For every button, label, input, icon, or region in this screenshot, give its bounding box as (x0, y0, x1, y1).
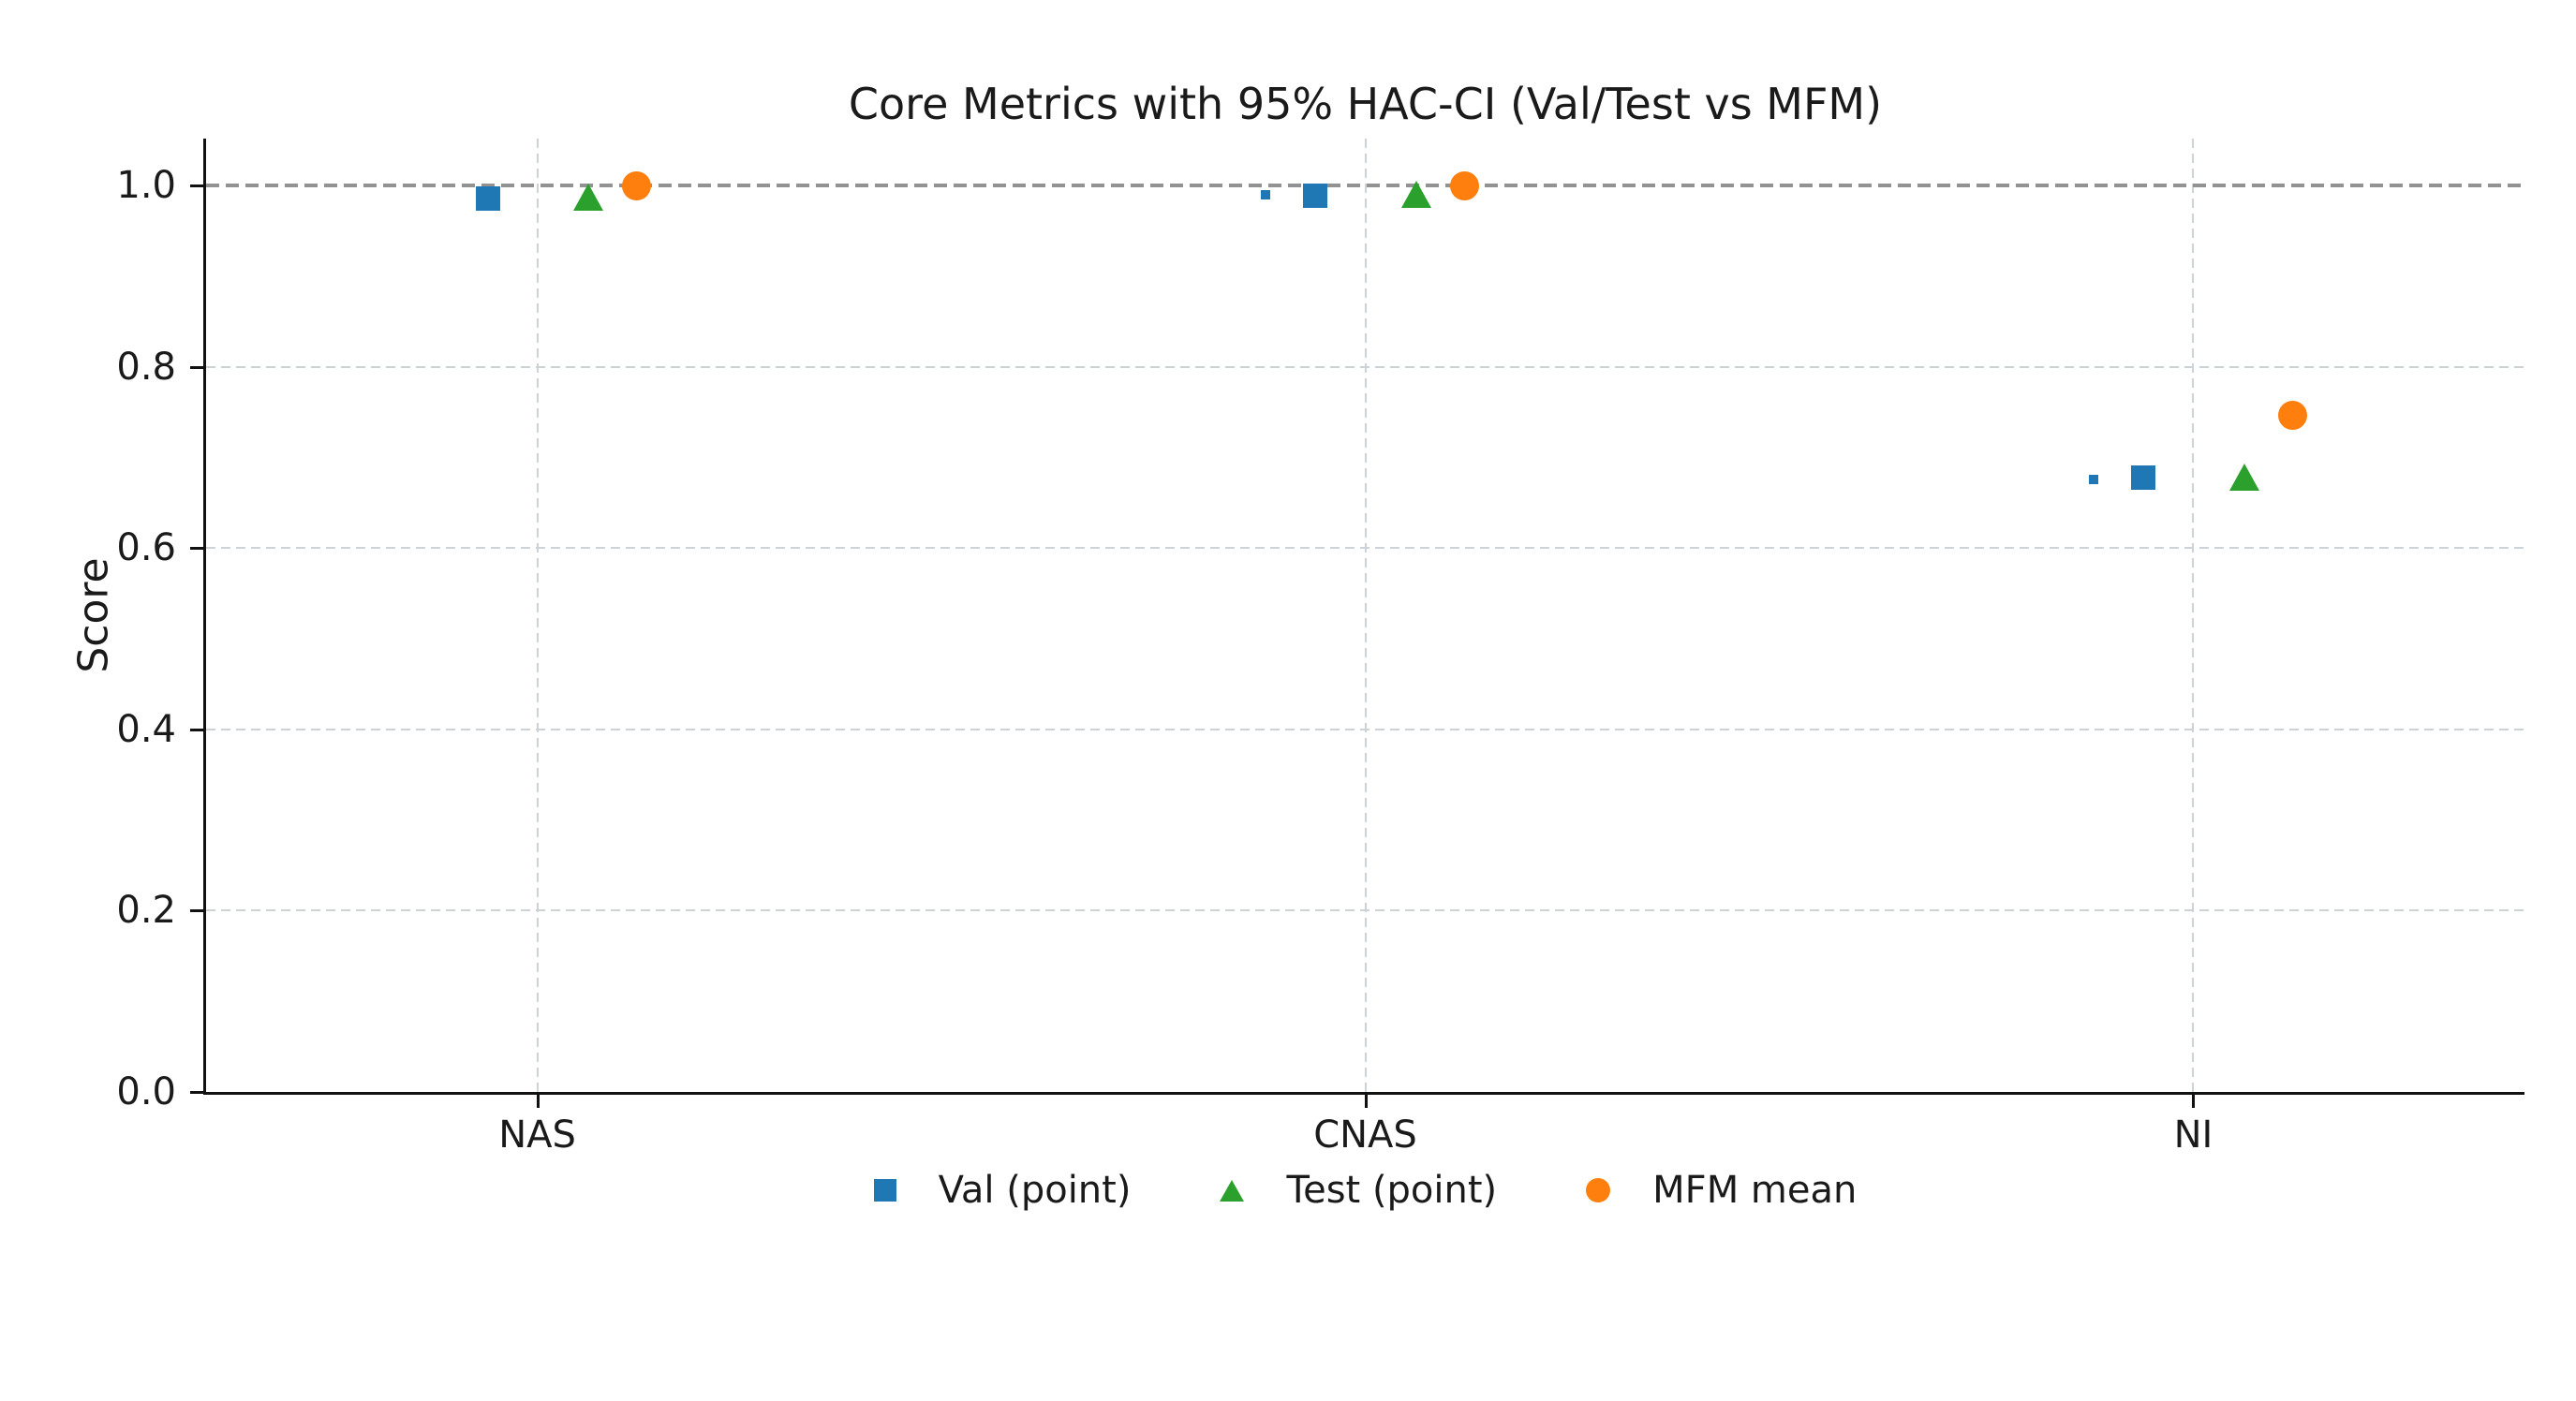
legend-label: Val (point) (938, 1169, 1132, 1212)
bottom-spine (203, 1092, 2524, 1095)
x-tick-label: CNAS (1313, 1113, 1417, 1157)
x-tick (2192, 1095, 2196, 1108)
data-point-circle-cnas (1450, 170, 1480, 200)
h-gridline (206, 365, 2524, 368)
x-tick (1364, 1095, 1368, 1108)
y-tick-label: 0.6 (116, 526, 176, 570)
legend-label: MFM mean (1652, 1169, 1858, 1212)
data-point-circle-nas (622, 170, 652, 200)
data-point-circle-ni (2278, 400, 2307, 430)
v-gridline (536, 139, 539, 1092)
data-point-square-ni (2089, 474, 2099, 484)
legend-circle-icon (1586, 1178, 1611, 1202)
legend: Val (point) Test (point) MFM mean (206, 1159, 2524, 1221)
data-point-square-ni (2131, 465, 2156, 490)
y-tick (190, 365, 203, 369)
y-tick (190, 909, 203, 913)
y-tick (190, 728, 203, 731)
y-tick-label: 1.0 (116, 164, 176, 208)
legend-item: Test (point) (1220, 1169, 1497, 1212)
data-point-triangle-ni (2229, 463, 2260, 491)
y-tick (190, 184, 203, 188)
data-point-triangle-cnas (1401, 180, 1432, 208)
y-tick (190, 547, 203, 551)
v-gridline (2192, 139, 2195, 1092)
x-tick-label: NI (2173, 1113, 2213, 1157)
h-gridline (206, 547, 2524, 550)
data-point-square-nas (475, 185, 500, 211)
data-point-square-cnas (1303, 183, 1328, 208)
reference-line (206, 184, 2524, 188)
legend-label: Test (point) (1286, 1169, 1498, 1212)
legend-item: Val (point) (873, 1169, 1132, 1212)
y-tick (190, 1091, 203, 1094)
y-tick-label: 0.0 (116, 1070, 176, 1113)
v-gridline (1364, 139, 1367, 1092)
y-tick-label: 0.4 (116, 707, 176, 751)
chart-title: Core Metrics with 95% HAC-CI (Val/Test v… (848, 79, 1883, 129)
x-tick-label: NAS (498, 1113, 576, 1157)
legend-item: MFM mean (1586, 1169, 1857, 1212)
y-tick-label: 0.2 (116, 889, 176, 933)
data-point-square-cnas (1261, 189, 1271, 199)
data-point-triangle-nas (573, 183, 604, 211)
h-gridline (206, 728, 2524, 730)
y-tick-label: 0.8 (116, 345, 176, 389)
legend-triangle-icon (1220, 1179, 1245, 1202)
x-tick (536, 1095, 540, 1108)
left-spine (203, 139, 206, 1095)
legend-square-icon (873, 1179, 896, 1202)
h-gridline (206, 909, 2524, 912)
y-axis-label: Score (69, 557, 118, 673)
